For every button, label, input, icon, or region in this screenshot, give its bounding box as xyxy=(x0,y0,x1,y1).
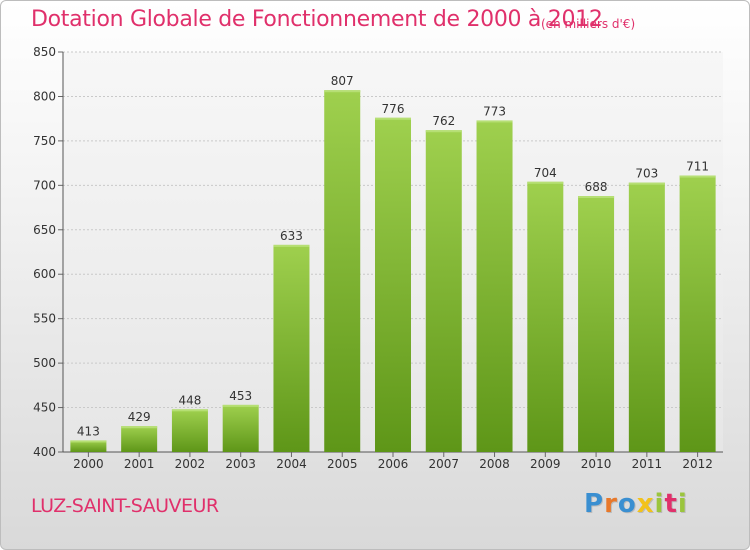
bar-highlight xyxy=(121,426,158,429)
bar xyxy=(628,182,665,452)
bar-highlight xyxy=(476,120,513,123)
x-tick-label: 2000 xyxy=(73,457,104,471)
bar-value-label: 704 xyxy=(534,166,557,180)
bar-highlight xyxy=(425,130,462,133)
x-tick-label: 2007 xyxy=(428,457,459,471)
bar-highlight xyxy=(527,181,564,184)
logo-letter: r xyxy=(604,489,618,519)
y-tick-label: 650 xyxy=(33,223,56,237)
x-tick-label: 2012 xyxy=(682,457,713,471)
y-tick-label: 800 xyxy=(33,89,56,103)
bar-value-label: 773 xyxy=(483,104,506,118)
bar xyxy=(222,404,259,452)
bar-highlight xyxy=(679,175,716,178)
proxiti-logo: Proxiti xyxy=(584,489,688,519)
bar xyxy=(324,90,361,452)
y-tick-label: 600 xyxy=(33,267,56,281)
x-tick-label: 2001 xyxy=(124,457,155,471)
y-tick-label: 700 xyxy=(33,178,56,192)
bar-value-label: 703 xyxy=(635,167,658,181)
bar-value-label: 429 xyxy=(128,410,151,424)
y-tick-label: 850 xyxy=(33,45,56,59)
bar xyxy=(425,130,462,452)
bar xyxy=(578,196,615,452)
y-tick-label: 500 xyxy=(33,356,56,370)
logo-letter: i xyxy=(677,489,688,519)
bar-highlight xyxy=(273,244,310,247)
bar-value-label: 776 xyxy=(382,102,405,116)
bar-value-label: 762 xyxy=(432,114,455,128)
bar xyxy=(476,120,513,452)
bar xyxy=(273,244,310,452)
x-tick-label: 2009 xyxy=(530,457,561,471)
bar xyxy=(121,426,158,452)
bar-value-label: 807 xyxy=(331,74,354,88)
x-tick-label: 2006 xyxy=(378,457,409,471)
x-tick-label: 2011 xyxy=(632,457,663,471)
bar-value-label: 633 xyxy=(280,229,303,243)
bar-highlight xyxy=(628,182,665,185)
bar-highlight xyxy=(324,90,361,93)
chart-title: Dotation Globale de Fonctionnement de 20… xyxy=(31,7,603,32)
bar-value-label: 448 xyxy=(178,393,201,407)
x-tick-label: 2004 xyxy=(276,457,307,471)
bar-highlight xyxy=(375,117,411,120)
bar xyxy=(527,181,564,452)
bar-value-label: 688 xyxy=(585,180,608,194)
x-tick-label: 2002 xyxy=(175,457,206,471)
bar xyxy=(375,117,411,453)
y-tick-label: 550 xyxy=(33,312,56,326)
bar-value-label: 711 xyxy=(686,160,709,174)
logo-letter: i xyxy=(654,489,665,519)
bar xyxy=(679,175,716,453)
logo-letter: P xyxy=(584,489,605,519)
bar xyxy=(171,409,208,452)
bar-value-label: 413 xyxy=(77,424,100,438)
y-tick-label: 400 xyxy=(33,445,56,459)
bar-highlight xyxy=(70,440,107,443)
y-tick-label: 750 xyxy=(33,134,56,148)
logo-letter: o xyxy=(617,489,637,519)
logo-letter: x xyxy=(636,489,655,519)
bar-highlight xyxy=(171,409,208,412)
y-tick-label: 450 xyxy=(33,401,56,415)
x-tick-label: 2005 xyxy=(327,457,358,471)
logo-letter: t xyxy=(664,489,678,519)
x-tick-label: 2003 xyxy=(225,457,256,471)
bar xyxy=(70,440,107,452)
chart-unit-note: (en milliers d'€) xyxy=(541,17,636,31)
bar-value-label: 453 xyxy=(229,389,252,403)
bar-highlight xyxy=(578,196,615,198)
commune-name: LUZ-SAINT-SAUVEUR xyxy=(31,495,219,517)
x-tick-label: 2010 xyxy=(581,457,612,471)
x-tick-label: 2008 xyxy=(479,457,510,471)
bar-highlight xyxy=(222,404,259,407)
